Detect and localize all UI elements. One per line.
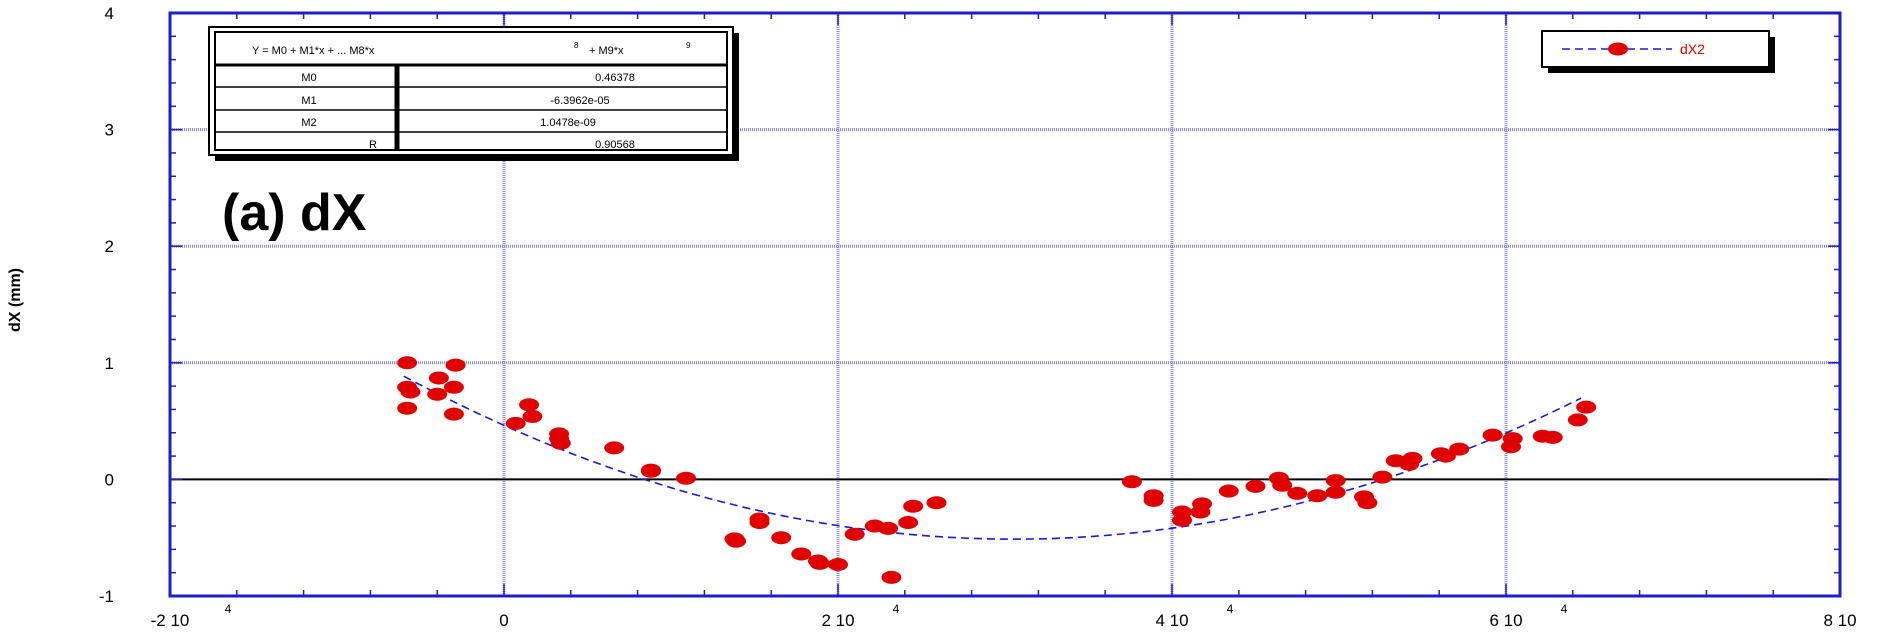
- x-tick-label: 2 10: [821, 611, 854, 630]
- data-point: [1307, 489, 1328, 503]
- data-point: [844, 527, 865, 541]
- fit-row-name: M2: [301, 117, 316, 129]
- data-point: [1325, 485, 1346, 499]
- data-point: [1143, 493, 1164, 507]
- panel-label: (a) dX: [222, 184, 367, 242]
- data-point: [676, 471, 697, 485]
- y-axis-label: dX (mm): [7, 268, 24, 332]
- data-point: [397, 401, 418, 415]
- data-point: [1357, 496, 1378, 510]
- data-point: [1218, 484, 1239, 498]
- data-point: [400, 385, 421, 399]
- data-point: [1190, 505, 1211, 519]
- fit-row-name: R: [369, 139, 377, 151]
- fit-equation-exp-9: 9: [686, 41, 691, 50]
- data-point: [1272, 478, 1293, 492]
- data-point: [1567, 413, 1588, 427]
- fit-row-name: M1: [301, 95, 316, 107]
- x-tick-label: 4 10: [1155, 611, 1188, 630]
- data-point: [522, 409, 543, 423]
- data-point: [604, 441, 625, 455]
- data-point: [809, 556, 830, 570]
- data-point: [1121, 475, 1142, 489]
- data-point: [1542, 430, 1563, 444]
- data-point: [726, 534, 747, 548]
- fit-row-value: 0.46378: [595, 72, 635, 84]
- y-tick-label: 2: [105, 237, 114, 256]
- legend-marker: [1608, 42, 1628, 56]
- x-tick-exponent: 4: [225, 602, 232, 616]
- data-point: [1576, 400, 1597, 414]
- fit-equation-tail: + M9*x: [589, 45, 624, 57]
- data-point: [926, 496, 947, 510]
- data-point: [1287, 486, 1308, 500]
- data-point: [445, 358, 466, 372]
- plot-frame: [168, 11, 1842, 598]
- y-tick-label: 3: [105, 121, 114, 140]
- data-point: [1482, 428, 1503, 442]
- data-point: [550, 436, 571, 450]
- data-point: [1399, 457, 1420, 471]
- data-point: [881, 570, 902, 584]
- data-point: [519, 398, 540, 412]
- fit-row-value: -6.3962e-05: [550, 95, 609, 107]
- y-tick-label: 1: [105, 354, 114, 373]
- data-point: [428, 371, 449, 385]
- data-point: [1172, 513, 1193, 527]
- fit-equation: Y = M0 + M1*x + ... M8*x: [252, 45, 375, 57]
- data-point: [443, 407, 464, 421]
- data-point: [427, 387, 448, 401]
- fit-row-name: M0: [301, 72, 316, 84]
- legend-label: dX2: [1680, 41, 1705, 57]
- x-tick-exponent: 4: [893, 602, 900, 616]
- x-tick-exponent: 4: [1227, 602, 1234, 616]
- data-point: [898, 516, 919, 530]
- data-point: [749, 516, 770, 530]
- data-point: [771, 531, 792, 545]
- data-point: [903, 499, 924, 513]
- fit-table: Y = M0 + M1*x + ... M8*x 8 + M9*x 9 M0 0…: [208, 26, 739, 161]
- fit-equation-exp-8: 8: [574, 41, 579, 50]
- data-point: [828, 558, 848, 572]
- x-tick-label: 8 10: [1823, 611, 1856, 630]
- data-points: [397, 356, 1597, 584]
- data-point: [1372, 470, 1393, 484]
- data-point: [397, 356, 418, 370]
- data-point: [1245, 479, 1266, 493]
- data-point: [878, 521, 899, 535]
- data-point: [1449, 442, 1470, 456]
- x-tick-label: 6 10: [1489, 611, 1522, 630]
- fit-row-value: 0.90568: [595, 139, 635, 151]
- x-tick-exponent: 4: [1561, 602, 1568, 616]
- y-tick-label: 0: [105, 470, 114, 489]
- data-point: [640, 463, 661, 477]
- data-point: [443, 380, 464, 394]
- legend: dX2: [1541, 30, 1775, 73]
- data-point: [505, 416, 526, 430]
- y-tick-labels: -1 0 1 2 3 4: [99, 4, 114, 606]
- data-point: [1435, 449, 1456, 463]
- x-tick-label: -2 10: [151, 611, 190, 630]
- fit-row-value: 1.0478e-09: [540, 117, 596, 129]
- data-point: [791, 547, 812, 561]
- data-point: [1502, 432, 1523, 446]
- axis-ticks: [169, 12, 1841, 597]
- y-tick-label: 4: [105, 4, 114, 23]
- x-tick-label: 0: [499, 611, 508, 630]
- data-point: [1325, 474, 1346, 488]
- y-tick-label: -1: [99, 587, 114, 606]
